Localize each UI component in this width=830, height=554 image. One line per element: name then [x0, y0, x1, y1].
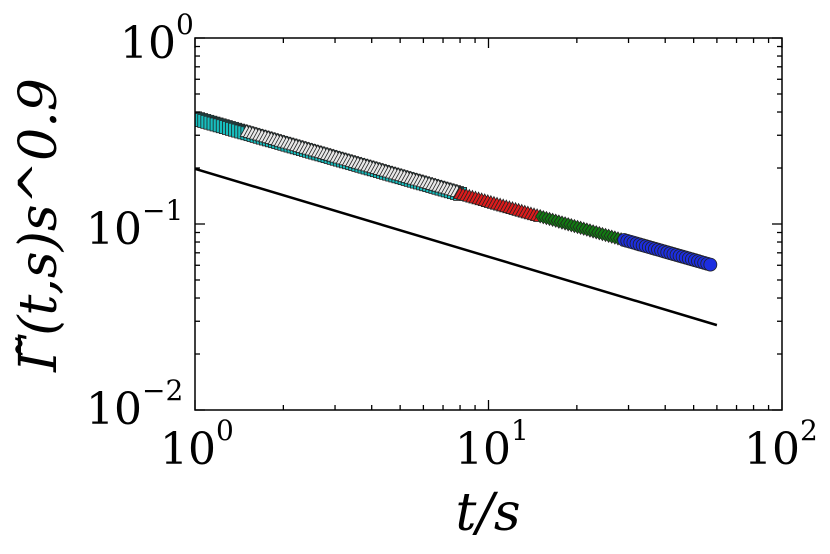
y-tick-label-2: 10−2 — [86, 374, 183, 435]
series-1 — [239, 123, 468, 198]
x-axis-label: t/s — [455, 483, 520, 543]
y-tick-label-1: 10−1 — [86, 194, 183, 255]
series-4 — [617, 233, 718, 272]
y-tick-label-0: 100 — [120, 8, 194, 69]
y-axis-label: Γ̃(t,s)s^0.9 — [9, 78, 69, 373]
series-2 — [452, 186, 548, 222]
x-tick-label-0: 100 — [160, 414, 234, 475]
data-point — [703, 257, 718, 272]
x-tick-label-2: 102 — [744, 414, 818, 475]
plot-area — [195, 111, 718, 327]
plot-frame — [194, 37, 783, 411]
x-tick-label-1: 101 — [455, 414, 529, 475]
axes — [194, 37, 783, 411]
series-3 — [535, 209, 630, 248]
reference-line — [195, 167, 718, 327]
